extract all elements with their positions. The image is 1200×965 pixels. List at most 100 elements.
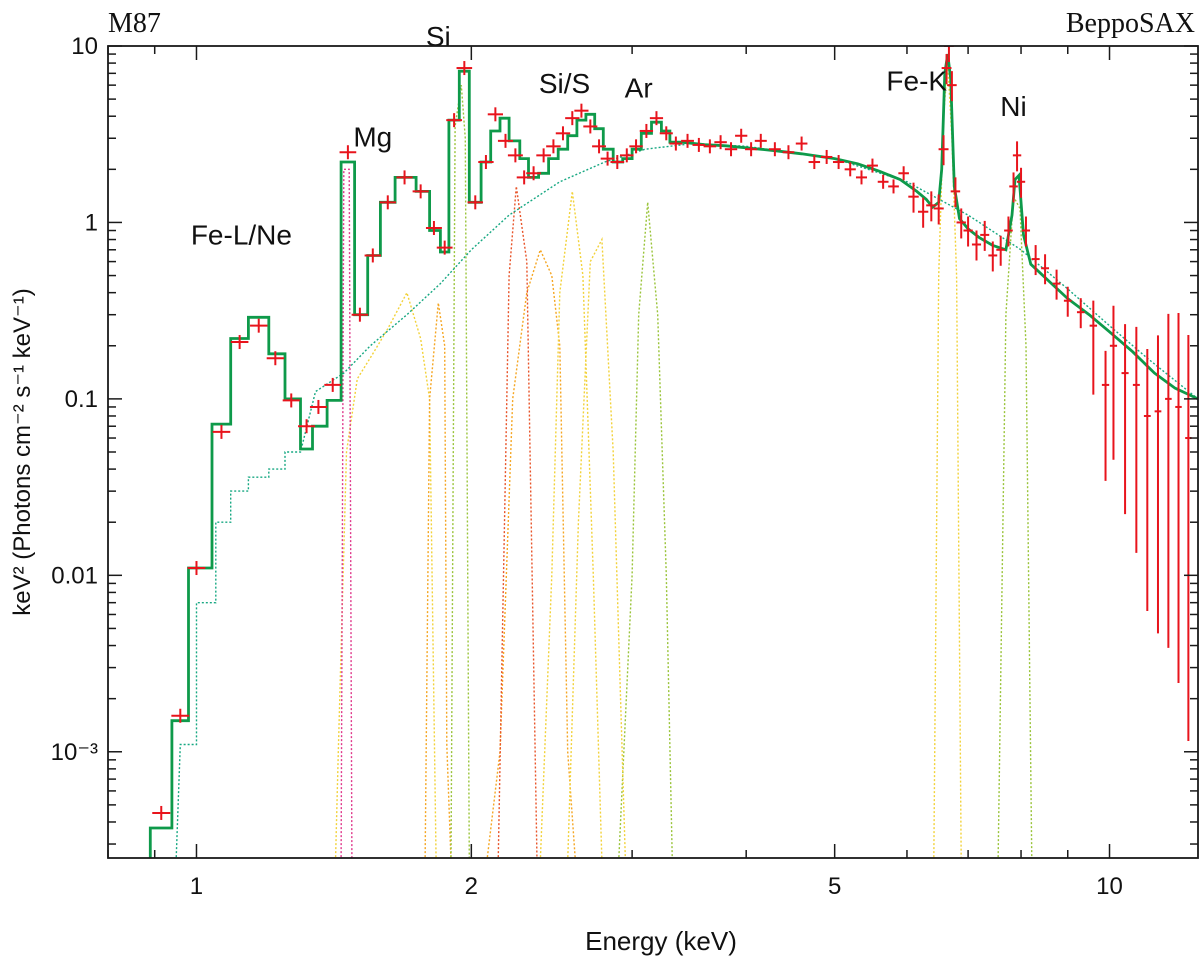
- line-component-ca: [567, 236, 627, 858]
- total-model-curve: [148, 53, 1198, 858]
- data-point: [1089, 300, 1098, 395]
- data-point: [456, 61, 473, 76]
- data-point: [282, 393, 300, 408]
- plot-area: 1 2 5 10 10 1 0.1 0.01 10⁻³ Fe-L/Ne Mg Si Si/S Ar Fe-K…: [51, 21, 1198, 900]
- data-point: [1021, 216, 1031, 247]
- right-title: BeppoSAX: [1066, 8, 1195, 39]
- data-point: [988, 241, 998, 272]
- data-point: [980, 220, 990, 251]
- data-point: [649, 111, 664, 126]
- data-point: [1165, 313, 1172, 648]
- data-point: [768, 142, 781, 157]
- data-point: [795, 136, 808, 151]
- line-component-ni: [997, 194, 1033, 858]
- data-point: [1012, 141, 1022, 172]
- line-component-fe-k: [933, 63, 962, 858]
- data-point: [425, 221, 442, 236]
- continuum-model-curve: [175, 142, 1198, 858]
- data-point: [230, 335, 249, 350]
- y-tick-label: 10: [71, 33, 98, 60]
- data-point: [339, 145, 357, 160]
- data-point: [877, 174, 889, 189]
- data-point: [938, 135, 949, 166]
- data-point: [536, 148, 551, 163]
- data-point: [379, 195, 396, 210]
- data-point: [565, 111, 580, 126]
- data-point: [866, 158, 878, 173]
- data-point: [944, 46, 954, 62]
- data-point: [1041, 254, 1050, 285]
- data-point: [171, 708, 190, 723]
- data-point: [629, 139, 643, 154]
- data-point: [555, 126, 571, 141]
- x-tick-label: 1: [190, 873, 203, 900]
- data-point: [1052, 269, 1061, 300]
- y-tick-label: 0.1: [65, 386, 98, 413]
- data-point: [908, 182, 919, 213]
- data-point: [592, 139, 607, 154]
- data-point: [152, 805, 171, 820]
- data-point: [933, 194, 944, 225]
- annotation-mg: Mg: [353, 121, 392, 152]
- data-point: [516, 170, 532, 185]
- data-point: [1063, 286, 1072, 317]
- data-point: [754, 133, 767, 148]
- y-tick-label: 1: [85, 209, 98, 236]
- data-point: [1031, 245, 1040, 276]
- left-title: M87: [108, 8, 161, 39]
- data-point: [724, 142, 738, 157]
- data-point: [782, 145, 795, 160]
- annotation-si-s: Si/S: [539, 68, 590, 99]
- annotation-ar: Ar: [625, 73, 653, 104]
- data-point: [497, 133, 514, 148]
- data-point: [917, 197, 929, 228]
- data-point: [600, 151, 615, 166]
- y-tick-label: 10⁻³: [51, 739, 98, 766]
- data-point: [1154, 335, 1162, 634]
- data-point: [808, 155, 821, 170]
- line-component-s: [497, 186, 538, 858]
- data-point: [436, 240, 453, 255]
- plot-frame: [107, 45, 1199, 859]
- annotation-fe-k: Fe-K: [886, 65, 947, 96]
- data-point: [669, 136, 683, 151]
- y-tick-label: 0.01: [51, 562, 98, 589]
- x-tick-label: 2: [465, 873, 478, 900]
- data-point: [574, 103, 589, 118]
- data-point: [941, 54, 952, 85]
- data-point: [950, 177, 961, 208]
- data-point: [478, 155, 494, 170]
- line-component-fe-l-ne: [334, 290, 437, 858]
- data-point: [996, 235, 1006, 266]
- data-point: [926, 191, 937, 222]
- annotation-fe-l-ne: Fe-L/Ne: [191, 219, 292, 250]
- data-point: [583, 119, 598, 134]
- data-point: [1016, 167, 1026, 198]
- data-point: [681, 133, 694, 148]
- data-point: [309, 399, 327, 414]
- data-point: [1143, 348, 1151, 611]
- data-point: [250, 318, 268, 333]
- data-point: [1109, 305, 1118, 460]
- data-point: [298, 419, 316, 434]
- data-point: [324, 377, 342, 392]
- data-point: [266, 351, 284, 366]
- data-point: [187, 561, 206, 576]
- line-component-si: [340, 168, 353, 858]
- x-tick-label: 5: [828, 873, 841, 900]
- data-point: [412, 184, 429, 199]
- data-point: [844, 162, 856, 177]
- data-point: [971, 230, 982, 261]
- line-component-si-b: [450, 84, 470, 858]
- data-point: [714, 135, 727, 150]
- data-point: [963, 216, 973, 247]
- x-axis-label: Energy (keV): [585, 926, 737, 956]
- annotation-si: Si: [426, 21, 451, 52]
- data-point: [396, 170, 413, 185]
- line-component-mg: [424, 302, 452, 858]
- data-point: [467, 195, 484, 210]
- data-point: [898, 166, 909, 181]
- line-component-si-s: [486, 247, 576, 858]
- data-point: [446, 113, 462, 128]
